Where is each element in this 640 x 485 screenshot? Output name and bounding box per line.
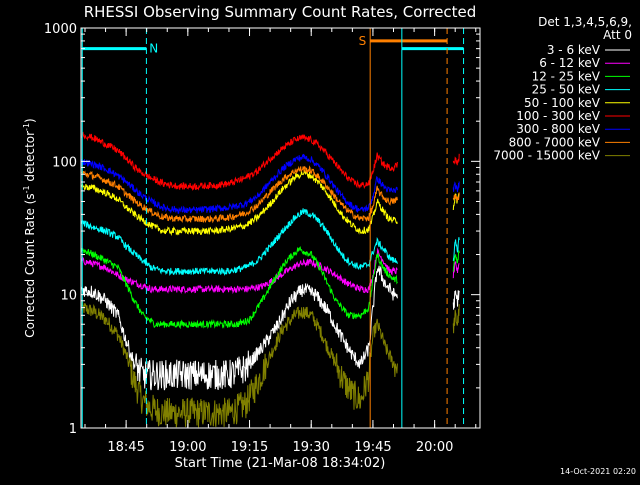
y-axis-ticks: 1 10 100 1000: [44, 22, 480, 437]
series-line-7000-15000-kev: [81, 301, 398, 428]
x-tick-label: 19:45: [354, 440, 391, 455]
series-line-3-6-kev-segment-2: [452, 290, 460, 310]
series-line-6-12-kev-segment-2: [452, 261, 460, 279]
legend-item-300-800-kev: 300 - 800 keV: [516, 122, 630, 136]
y-axis-label-exponent-2: -1: [22, 123, 31, 131]
series-line-12-25-kev-segment-2: [452, 250, 460, 272]
y-axis-label: Corrected Count Rate (s-1 detector-1): [22, 118, 37, 337]
legend-label: 6 - 12 keV: [539, 56, 601, 70]
series-line-25-50-kev: [81, 208, 398, 277]
series-line-3-6-kev: [81, 265, 398, 391]
series-6-12-kev: [81, 247, 460, 295]
series-3-6-kev: [81, 265, 460, 391]
annotation-layer: NS: [81, 28, 465, 428]
footer-timestamp: 14-Oct-2021 02:20: [560, 467, 636, 476]
y-axis-label-exponent-1: -1: [22, 185, 31, 193]
series-line-300-800-kev: [81, 153, 398, 214]
y-tick-label: 100: [52, 155, 77, 170]
series-12-25-kev: [81, 246, 460, 330]
series-300-800-kev: [81, 153, 460, 214]
series-25-50-kev: [81, 208, 460, 277]
legend-item-7000-15000-kev: 7000 - 15000 keV: [493, 149, 630, 163]
x-tick-label: 19:00: [169, 440, 206, 455]
x-tick-label: 19:15: [231, 440, 268, 455]
series-line-12-25-kev: [81, 246, 398, 330]
series-line-25-50-kev-segment-2: [452, 237, 460, 262]
legend-label: 300 - 800 keV: [516, 122, 600, 136]
series-100-300-kev: [81, 131, 460, 192]
legend-header-line-2: Att 0: [603, 28, 632, 42]
x-axis-label: Start Time (21-Mar-08 18:34:02): [175, 456, 386, 471]
plot-frame: [80, 27, 481, 429]
legend-label: 7000 - 15000 keV: [493, 149, 600, 163]
legend-item-3-6-kev: 3 - 6 keV: [547, 43, 630, 57]
series-line-50-100-kev: [81, 170, 398, 237]
series-line-800-7000-kev: [81, 165, 398, 224]
legend-label: 800 - 7000 keV: [509, 135, 601, 149]
annotation-label-s: S: [359, 34, 367, 48]
series-line-6-12-kev: [81, 247, 398, 295]
legend-item-100-300-kev: 100 - 300 keV: [516, 109, 630, 123]
series-line-300-800-kev-segment-2: [452, 181, 460, 193]
series-line-100-300-kev-segment-2: [452, 153, 460, 166]
x-tick-label: 20:00: [416, 440, 453, 455]
legend-item-6-12-kev: 6 - 12 keV: [539, 56, 630, 70]
series-line-800-7000-kev-segment-2: [452, 192, 460, 202]
legend-label: 100 - 300 keV: [516, 109, 600, 123]
legend-label: 50 - 100 keV: [524, 96, 601, 110]
legend-item-800-7000-kev: 800 - 7000 keV: [509, 135, 630, 149]
legend-item-50-100-kev: 50 - 100 keV: [524, 96, 630, 110]
series-line-7000-15000-kev-segment-2: [452, 304, 460, 334]
legend-label: 25 - 50 keV: [532, 83, 601, 97]
legend-header-line-1: Det 1,3,4,5,6,9,: [538, 15, 632, 29]
y-tick-label: 1000: [44, 22, 77, 37]
legend-label: 3 - 6 keV: [547, 43, 601, 57]
y-tick-label: 10: [60, 289, 77, 304]
x-tick-label: 19:30: [292, 440, 329, 455]
y-tick-label: 1: [69, 422, 77, 437]
x-tick-label: 18:45: [107, 440, 144, 455]
legend-item-12-25-kev: 12 - 25 keV: [532, 69, 630, 83]
series-line-100-300-kev: [81, 131, 398, 192]
series-layer: [81, 131, 460, 428]
legend-label: 12 - 25 keV: [532, 69, 601, 83]
annotation-label-n: N: [149, 42, 158, 56]
legend-item-25-50-kev: 25 - 50 keV: [532, 83, 630, 97]
series-800-7000-kev: [81, 165, 460, 224]
chart-title: RHESSI Observing Summary Count Rates, Co…: [84, 3, 477, 21]
x-axis-ticks: 18:45 19:00 19:15 19:30 19:45 20:00: [84, 28, 477, 455]
series-7000-15000-kev: [81, 301, 460, 428]
